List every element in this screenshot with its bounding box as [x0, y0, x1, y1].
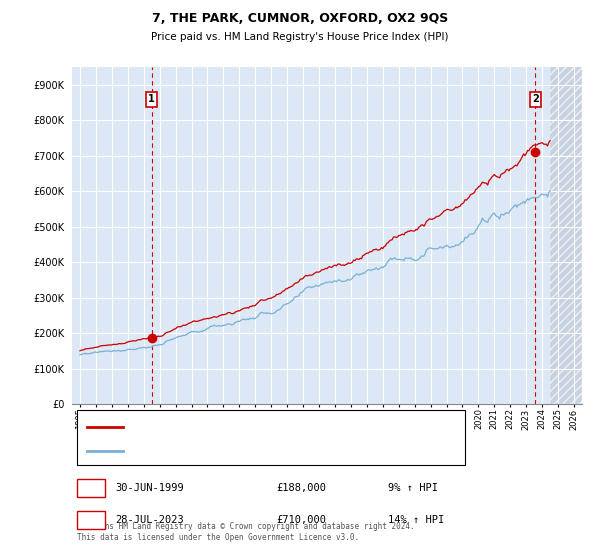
Text: Contains HM Land Registry data © Crown copyright and database right 2024.
This d: Contains HM Land Registry data © Crown c…	[77, 522, 415, 542]
Text: 1: 1	[88, 483, 95, 493]
Text: Price paid vs. HM Land Registry's House Price Index (HPI): Price paid vs. HM Land Registry's House …	[151, 32, 449, 42]
Text: 14% ↑ HPI: 14% ↑ HPI	[388, 515, 445, 525]
FancyBboxPatch shape	[77, 410, 465, 465]
Text: 30-JUN-1999: 30-JUN-1999	[115, 483, 184, 493]
FancyBboxPatch shape	[77, 479, 105, 497]
Text: 2: 2	[88, 515, 95, 525]
Text: 9% ↑ HPI: 9% ↑ HPI	[388, 483, 438, 493]
Text: £710,000: £710,000	[276, 515, 326, 525]
FancyBboxPatch shape	[77, 511, 105, 529]
Text: £188,000: £188,000	[276, 483, 326, 493]
Text: 28-JUL-2023: 28-JUL-2023	[115, 515, 184, 525]
Text: 7, THE PARK, CUMNOR, OXFORD, OX2 9QS (detached house): 7, THE PARK, CUMNOR, OXFORD, OX2 9QS (de…	[133, 423, 418, 432]
Text: 2: 2	[532, 94, 539, 104]
Text: 1: 1	[148, 94, 155, 104]
Text: HPI: Average price, detached house, Vale of White Horse: HPI: Average price, detached house, Vale…	[133, 446, 429, 455]
Text: 7, THE PARK, CUMNOR, OXFORD, OX2 9QS: 7, THE PARK, CUMNOR, OXFORD, OX2 9QS	[152, 12, 448, 25]
